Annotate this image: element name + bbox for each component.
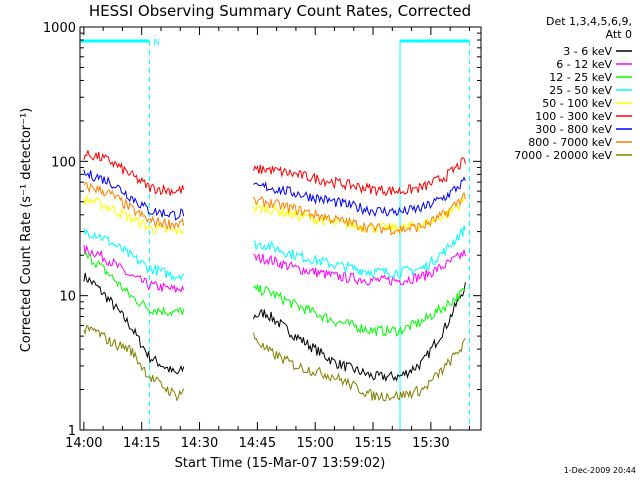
series-line	[83, 272, 185, 375]
series-line	[83, 150, 185, 196]
x-tick-label: 14:30	[181, 436, 218, 451]
legend-label: 800 - 7000 keV	[528, 136, 612, 149]
series-line	[83, 251, 185, 317]
plot-area: N 1 10 100 1000 14:00 14:15 14:30 14:45 15:00 15:1…	[43, 21, 632, 451]
flag-label: N	[153, 38, 159, 47]
legend-title-line-1: Det 1,3,4,5,6,9,	[546, 15, 632, 28]
plot-frame	[79, 26, 482, 431]
legend-label: 300 - 800 keV	[535, 123, 612, 136]
series-line	[83, 324, 185, 402]
series-line	[253, 332, 466, 402]
legend-label: 50 - 100 keV	[542, 97, 612, 110]
legend-label: 100 - 300 keV	[535, 110, 612, 123]
legend-label: 3 - 6 keV	[563, 45, 612, 58]
series-line	[83, 194, 185, 236]
y-tick-label: 10	[59, 290, 76, 305]
series-line	[83, 227, 184, 282]
legend-label: 6 - 12 keV	[556, 58, 612, 71]
x-tick-label: 15:00	[296, 436, 333, 451]
chart-title: HESSI Observing Summary Count Rates, Cor…	[89, 2, 471, 20]
series-line	[253, 282, 466, 383]
series-line	[83, 244, 185, 293]
series-line	[253, 176, 466, 218]
legend-label: 7000 - 20000 keV	[514, 149, 612, 162]
series-line	[253, 249, 466, 287]
series-line	[83, 169, 185, 221]
series-line	[83, 181, 185, 231]
legend-label: 25 - 50 keV	[549, 84, 612, 97]
series-line	[253, 225, 466, 279]
y-tick-label: 1	[68, 424, 76, 439]
y-axis-label: Corrected Count Rate (s⁻¹ detector⁻¹)	[19, 108, 34, 353]
series-line	[253, 283, 466, 337]
legend-title-line-2: Att 0	[606, 28, 632, 41]
x-axis-label: Start Time (15-Mar-07 13:59:02)	[175, 456, 386, 471]
x-tick-label: 14:00	[65, 436, 102, 451]
x-tick-label: 15:15	[354, 436, 391, 451]
timestamp: 1-Dec-2009 20:44	[564, 466, 636, 475]
series-line	[253, 157, 466, 197]
x-tick-label: 14:15	[123, 436, 160, 451]
series-line	[253, 191, 466, 236]
legend-label: 12 - 25 keV	[549, 71, 612, 84]
x-tick-label: 15:30	[412, 436, 449, 451]
y-tick-label: 100	[51, 155, 76, 170]
y-tick-label: 1000	[43, 21, 76, 36]
x-tick-label: 14:45	[239, 436, 276, 451]
